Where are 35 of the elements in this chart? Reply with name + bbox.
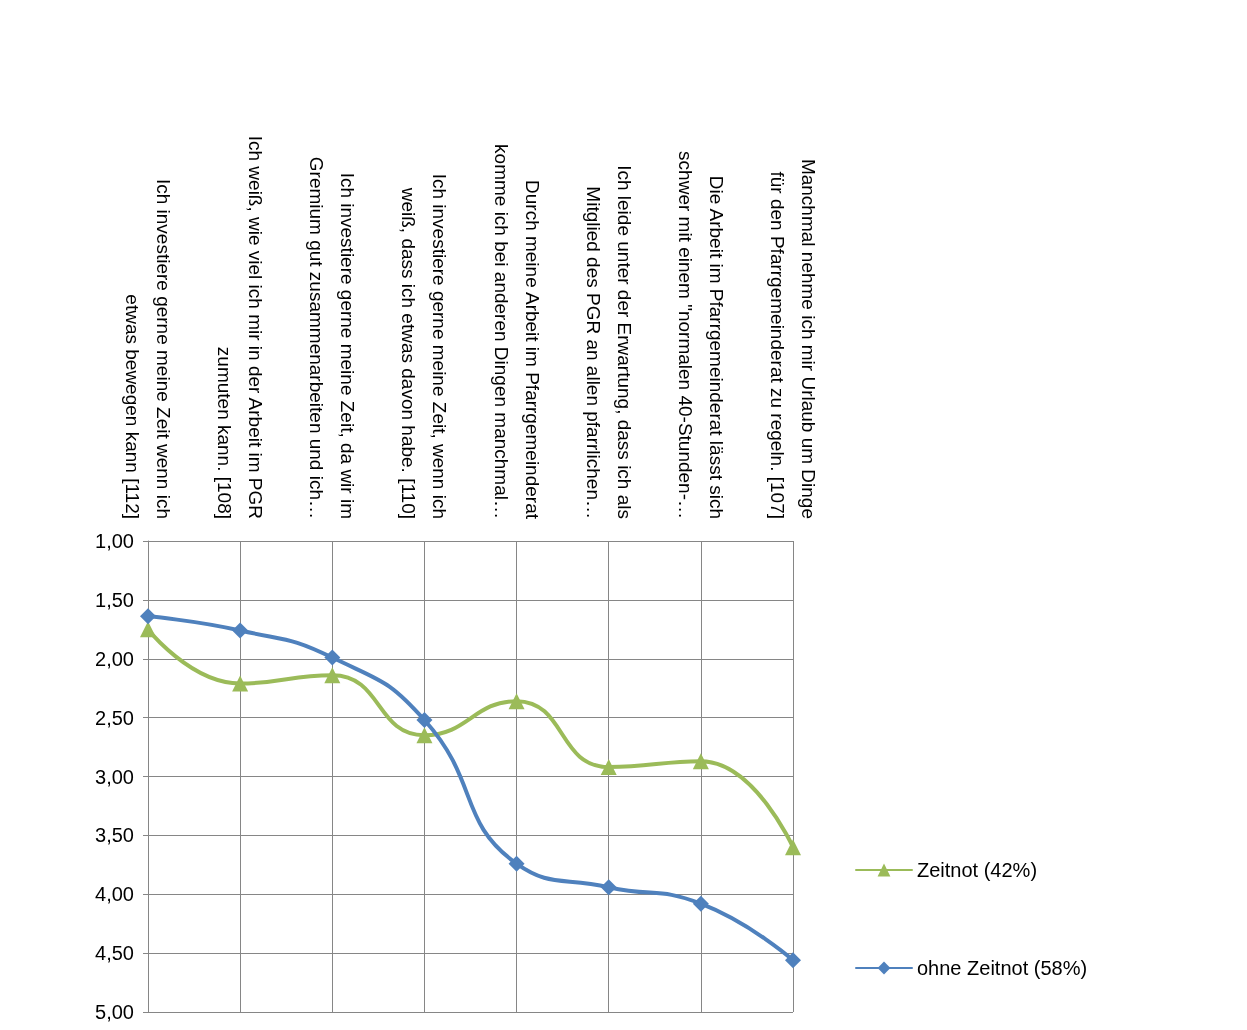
point [692,895,709,912]
y-tick-label: 3,00 [95,765,134,788]
point [785,952,801,969]
x-tick-label: Ich investiere gerne meine Zeit, wenn ich weiß, dass ich etwas davon habe. [110] [398,173,451,519]
x-tick-label: Ich weiß, wie viel ich mir in der Arbeit im PGR zumuten kann. [108] [214,135,267,519]
point [324,667,341,684]
x-tick-label: Die Arbeit im Pfarrgemeinderat lässt sich schwer mit einem "normalen 40-Stunden-… [674,151,727,519]
point [508,855,525,872]
y-tick-label: 4,00 [95,883,134,906]
y-tick-label: 2,00 [95,647,134,670]
point [600,759,617,776]
point [140,621,156,638]
y-tick-label: 4,50 [95,942,134,965]
point [785,839,801,856]
y-tick-label: 3,50 [95,824,134,847]
y-tick-label: 1,50 [95,588,134,611]
x-tick-label: Ich investiere gerne meine Zeit wenn ich etwas bewegen kann [112] [122,178,174,519]
y-tick-label: 1,00 [95,530,134,552]
point [692,753,709,770]
x-tick-label: Ich investiere gerne meine Zeit, da wir im Gremium gut zusammenarbeiten und ich… [306,156,359,519]
point [140,608,156,625]
x-tick-label: Manchmal nehme ich mir Urlaub um Dinge für den Pfarrgemeinderat zu regeln. [107] [767,158,819,519]
y-tick-label: 2,50 [95,706,134,729]
legend-label: ohne Zeitnot (58%) [917,957,1088,979]
point [416,711,433,728]
legend-label: Zeitnot (42%) [917,859,1038,881]
point [600,879,617,896]
point [232,622,249,639]
x-tick-label: Ich leide unter der Erwartung, dass ich als Mitglied des PGR an allen pfarrlichen… [582,165,635,519]
x-tick-label: Durch meine Arbeit im Pfarrgemeinderat komme ich bei anderen Dingen manchmal… [490,144,543,520]
point [324,649,341,666]
point [508,693,525,710]
point [416,727,433,744]
point [232,675,249,692]
y-tick-label: 5,00 [95,1001,134,1023]
